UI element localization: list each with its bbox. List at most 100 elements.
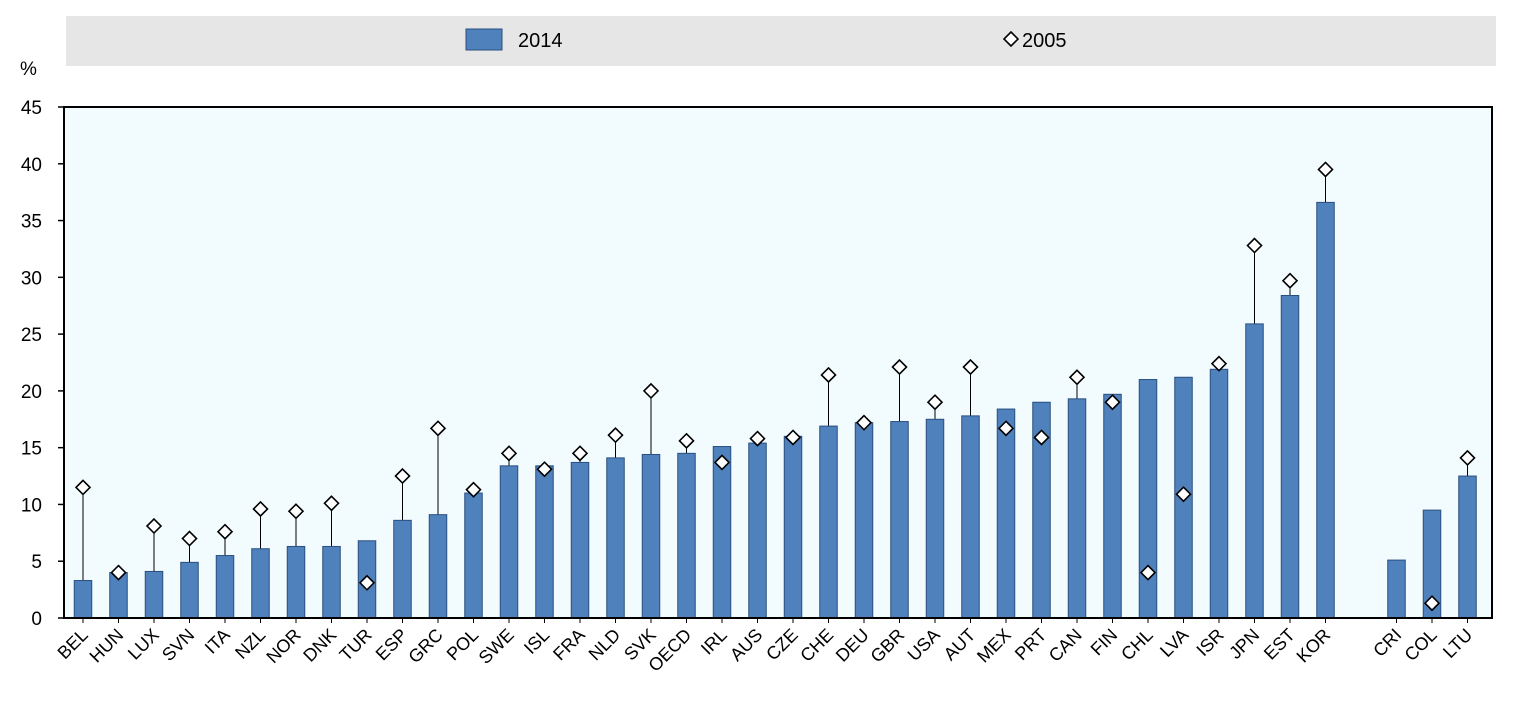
category-label: MEX [973, 625, 1015, 667]
marker-2005 [926, 394, 944, 411]
bar-2014 [1280, 295, 1300, 619]
marker-2005 [1175, 486, 1192, 503]
marker-2005 [891, 358, 908, 376]
bar-2014 [535, 465, 554, 619]
category-label: CAN [1045, 625, 1086, 666]
bar-2014 [748, 442, 767, 619]
y-tick-label: 25 [21, 325, 42, 346]
marker-2005 [394, 467, 411, 485]
marker-2005 [500, 445, 518, 462]
bar-2014 [1245, 323, 1264, 619]
bar-2014 [1387, 559, 1406, 619]
legend: 2014 2005 [66, 16, 1496, 66]
marker-2005 [1317, 161, 1334, 178]
y-tick-label: 0 [31, 609, 42, 630]
marker-2005 [465, 481, 482, 498]
marker-2005 [1246, 237, 1263, 254]
bar-2014 [606, 457, 625, 619]
marker-2005 [855, 414, 873, 431]
y-tick-label: 30 [21, 268, 42, 289]
category-label: LUX [124, 625, 163, 664]
category-label: CHL [1117, 625, 1157, 665]
y-tick-label: 5 [31, 552, 42, 573]
y-tick-label: 15 [21, 439, 42, 460]
category-label: KOR [1293, 625, 1335, 667]
category-label: NOR [262, 625, 304, 667]
marker-2005 [181, 530, 198, 547]
category-label: HUN [86, 625, 128, 667]
bar-2014 [1138, 379, 1158, 619]
category-label: AUS [726, 625, 766, 665]
bar-2014 [641, 453, 661, 619]
category-label: JPN [1225, 625, 1263, 663]
bar-2014 [180, 561, 199, 619]
marker-2005 [1281, 272, 1299, 289]
marker-2005 [1068, 369, 1086, 386]
y-tick-label: 10 [21, 495, 42, 516]
category-label: GRC [404, 625, 446, 667]
marker-2005 [74, 479, 92, 496]
category-label: CHE [796, 625, 837, 666]
bar-2014 [286, 545, 306, 619]
category-label: FIN [1087, 625, 1122, 660]
marker-2005 [145, 517, 163, 535]
bar-2014 [1316, 201, 1335, 619]
marker-2005 [216, 523, 234, 540]
bar-2014 [428, 514, 448, 619]
bar-2014 [499, 465, 519, 619]
marker-2005 [1104, 394, 1121, 411]
bar-2014 [144, 570, 164, 619]
bar-2014 [1458, 475, 1477, 619]
category-label: LTU [1439, 625, 1476, 662]
category-label: AUT [940, 625, 980, 665]
marker-2005 [429, 420, 447, 437]
legend-swatch-2014 [465, 28, 503, 51]
marker-2005 [571, 445, 589, 462]
category-label: BEL [54, 625, 92, 663]
bar-2014 [925, 418, 945, 619]
bar-2014 [393, 519, 412, 619]
marker-2005 [1139, 564, 1157, 581]
category-label: SVN [158, 625, 198, 665]
bar-2014 [1209, 368, 1229, 619]
bar-2014 [322, 545, 341, 619]
bars-2014 [73, 201, 1477, 619]
legend-label-2014: 2014 [518, 30, 563, 52]
category-label: ESP [372, 625, 412, 665]
category-label: PRT [1011, 625, 1050, 664]
y-tick-label: 20 [21, 382, 42, 403]
marker-2005 [323, 495, 340, 512]
category-label: CRI [1369, 625, 1405, 661]
category-label: FRA [549, 625, 589, 665]
marker-2005 [784, 429, 802, 446]
legend-marker-2005 [1002, 30, 1020, 48]
category-label: DNK [299, 625, 340, 666]
y-axis-label: % [20, 59, 37, 80]
marker-2005 [678, 432, 695, 449]
bar-2014 [819, 425, 838, 619]
marker-2005 [820, 366, 837, 384]
category-label: POL [443, 625, 483, 665]
bar-2014 [570, 461, 590, 619]
marker-2005 [997, 420, 1015, 437]
y-tick-label: 45 [21, 98, 42, 119]
marker-2005 [962, 358, 979, 376]
y-axis: 0 5 10 15 20 25 30 35 40 45 [21, 98, 64, 630]
bar-2014 [712, 446, 732, 619]
y-tick-label: 35 [21, 212, 42, 233]
category-label: NZL [231, 625, 269, 663]
category-label: DEU [832, 625, 873, 666]
category-label: CZE [762, 625, 802, 665]
bar-2014 [961, 415, 980, 619]
bar-2014 [464, 492, 483, 619]
marker-2005 [287, 503, 305, 520]
marker-2005 [110, 564, 127, 581]
legend-label-2005: 2005 [1022, 30, 1067, 52]
category-label: SWE [475, 625, 518, 668]
bar-2014 [1103, 393, 1122, 619]
marker-2005 [1210, 355, 1228, 372]
bar-2014 [1067, 398, 1087, 619]
marker-2005 [1033, 429, 1050, 446]
